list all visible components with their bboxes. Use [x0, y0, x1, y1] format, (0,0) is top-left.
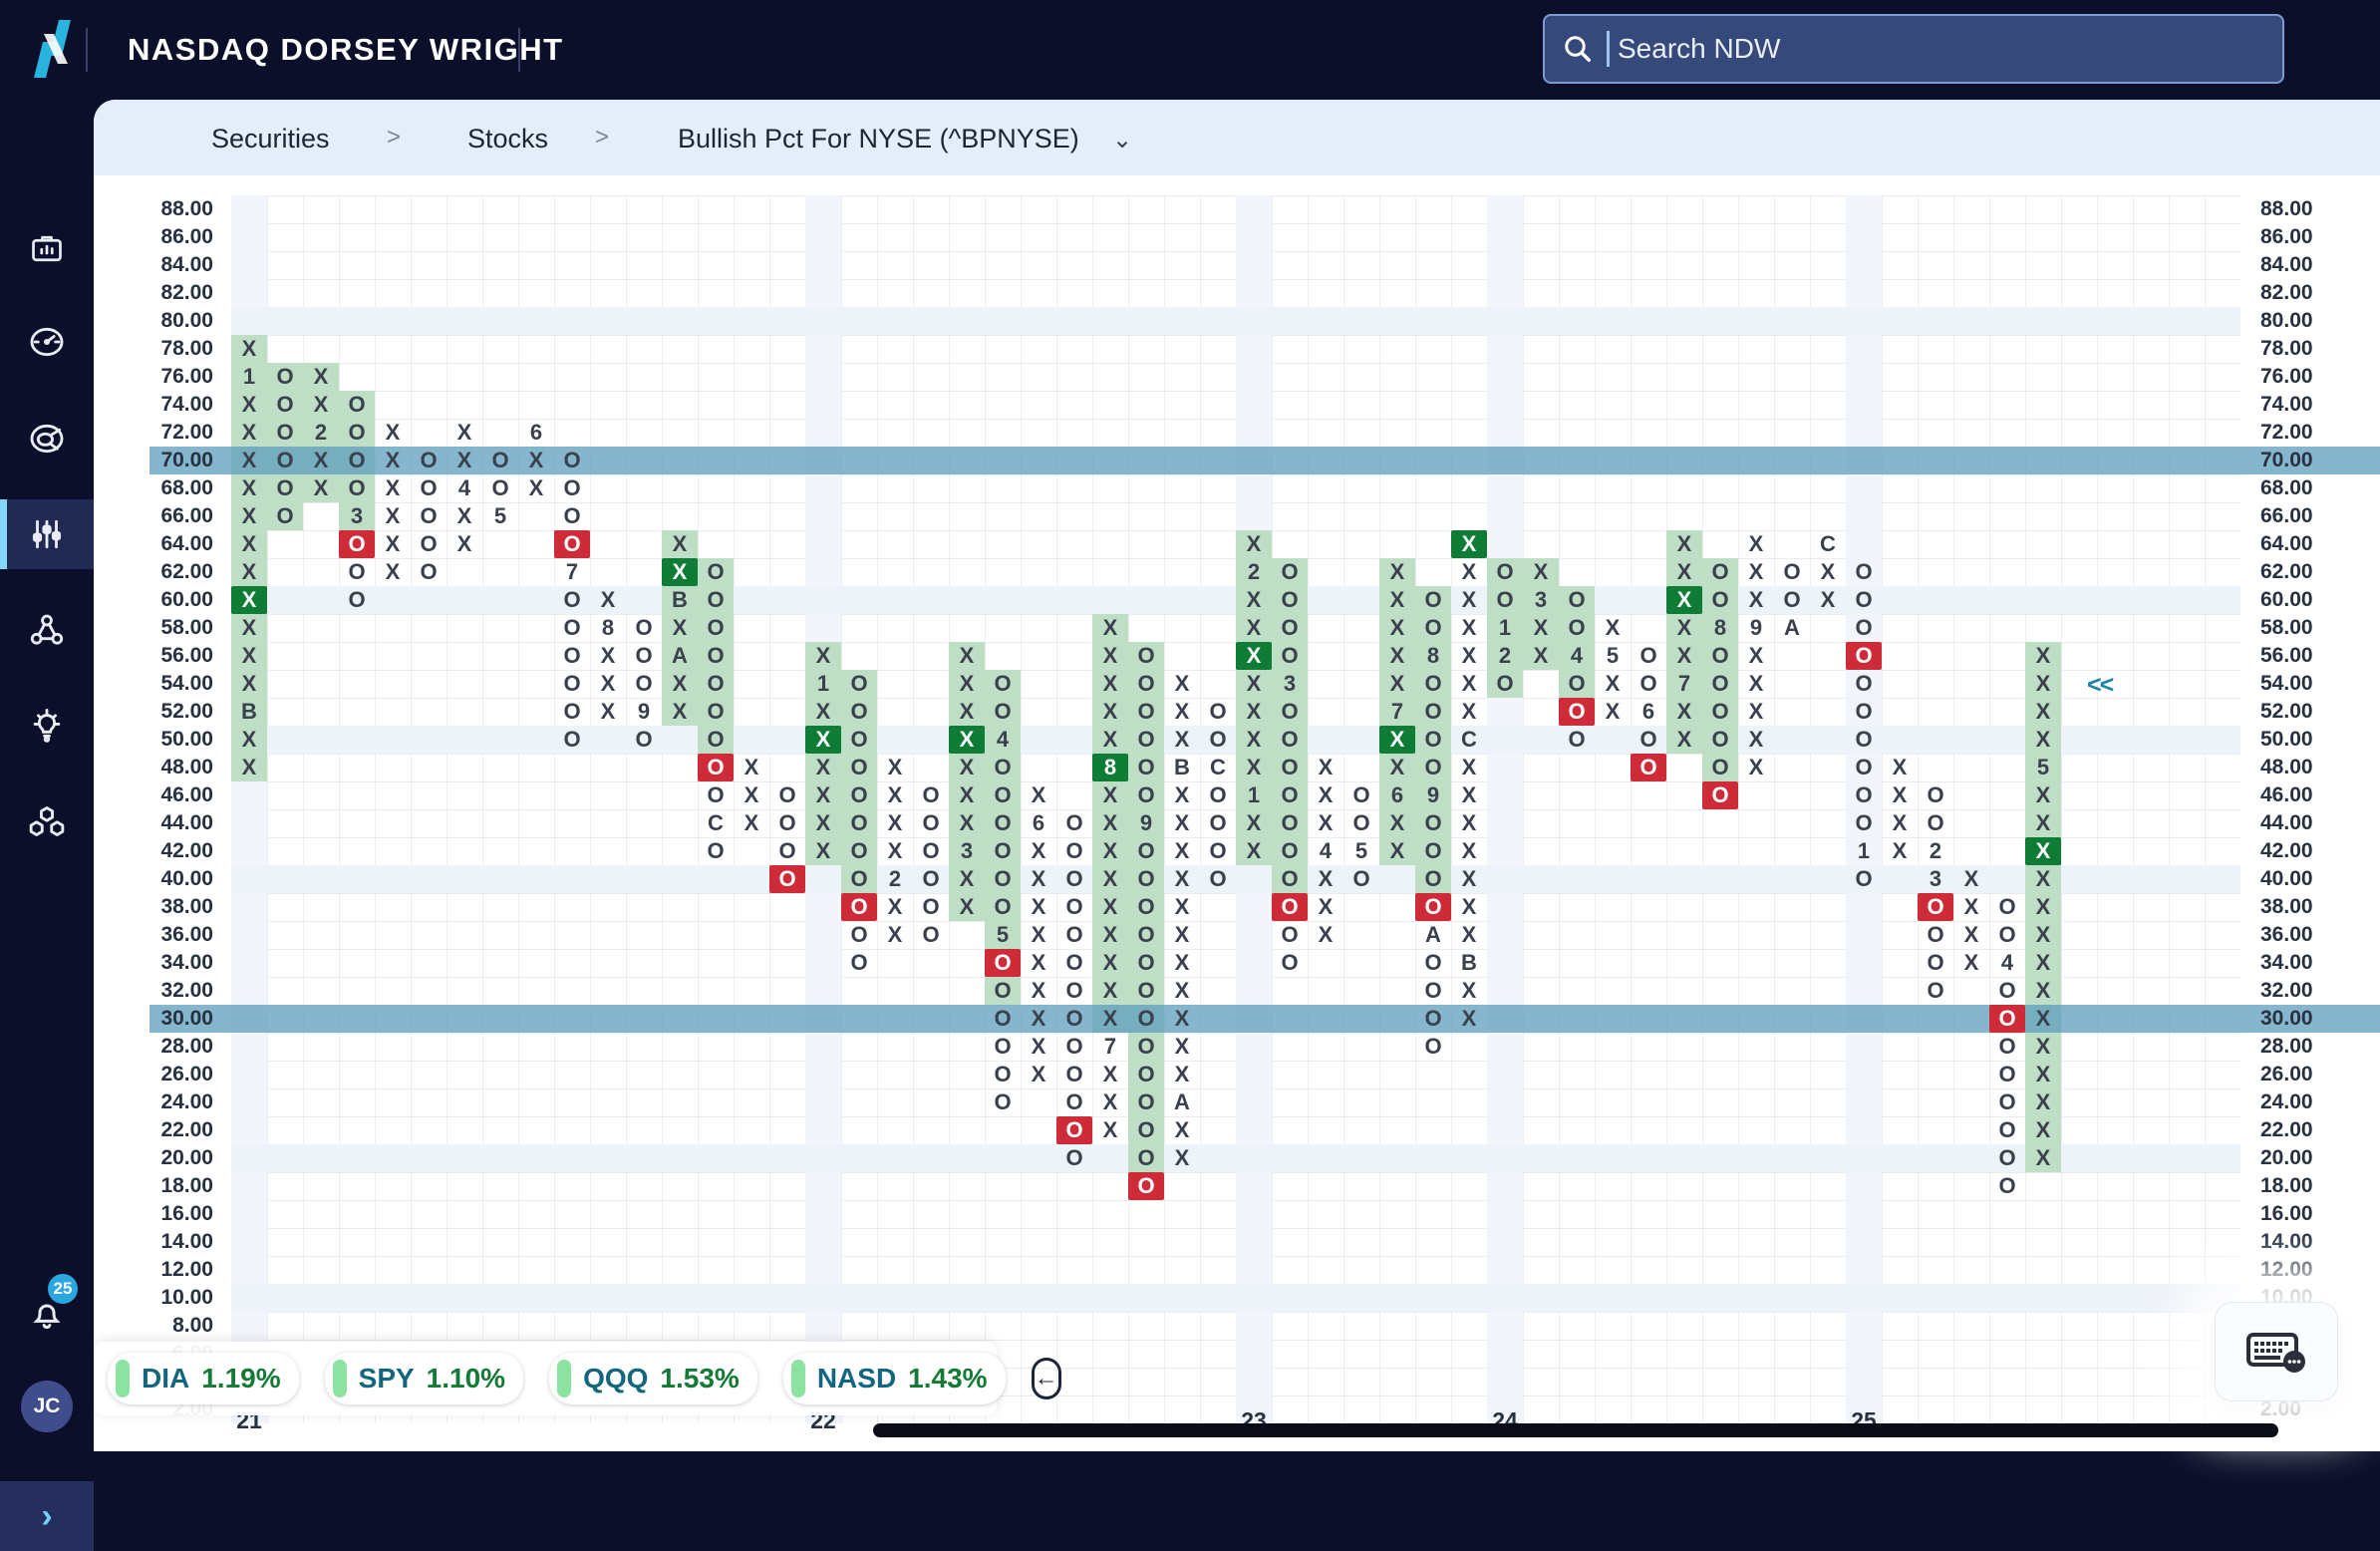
breadcrumb-securities[interactable]: Securities [211, 124, 330, 154]
ticker-up-notch [790, 1360, 805, 1397]
ticker-chip-QQQ[interactable]: QQQ 1.53% [549, 1353, 757, 1404]
header-divider [86, 28, 88, 72]
avatar[interactable]: JC [21, 1381, 73, 1432]
text-cursor [1607, 31, 1610, 67]
header-divider-2 [518, 28, 520, 72]
chevron-right-icon: › [41, 1497, 53, 1535]
ticker-up-notch [557, 1360, 572, 1397]
ticker-change: 1.19% [201, 1363, 281, 1394]
ticker-symbol: NASD [816, 1363, 897, 1394]
arrow-left-icon: ← [1034, 1365, 1058, 1392]
cubes-icon [29, 806, 65, 836]
breadcrumb: Securities > Stocks > Bullish Pct For NY… [94, 100, 2380, 175]
sliders-icon [32, 519, 62, 549]
horizontal-scrollbar[interactable] [873, 1423, 2278, 1437]
ticker-change: 1.43% [908, 1363, 988, 1394]
ticker-change: 1.10% [426, 1363, 506, 1394]
ticker-symbol: SPY [358, 1363, 415, 1394]
search-input[interactable] [1616, 32, 2214, 66]
network-icon [30, 614, 64, 645]
ticker-change: 1.53% [660, 1363, 740, 1394]
ticker-chip-DIA[interactable]: DIA 1.19% [108, 1353, 299, 1404]
sidebar-item-portfolio[interactable] [0, 212, 94, 282]
lightbulb-icon [33, 709, 61, 743]
sidebar-expand-button[interactable]: › [0, 1481, 94, 1551]
breadcrumb-current-symbol[interactable]: Bullish Pct For NYSE (^BPNYSE) [678, 124, 1079, 154]
ticker-chip-NASD[interactable]: NASD 1.43% [782, 1353, 1006, 1404]
portfolio-icon [32, 235, 62, 262]
ticker-symbol: DIA [142, 1363, 190, 1394]
sidebar-item-network[interactable] [0, 595, 94, 665]
symbol-dropdown-caret-icon[interactable]: ⌄ [1112, 127, 1133, 154]
sidebar-item-gauge[interactable] [0, 307, 94, 377]
app-title: NASDAQ DORSEY WRIGHT [128, 32, 564, 67]
gauge-icon [30, 327, 64, 357]
breadcrumb-separator-icon: > [387, 124, 402, 151]
search-box[interactable] [1543, 14, 2284, 84]
ticker-collapse-button[interactable]: ← [1031, 1358, 1061, 1399]
sidebar-item-ideas[interactable] [0, 691, 94, 761]
sidebar-item-models[interactable] [0, 786, 94, 856]
sidebar-nav: 25 JC › [0, 100, 94, 1551]
breadcrumb-separator-icon-2: > [595, 124, 610, 151]
search-icon [1565, 36, 1591, 62]
bell-icon [33, 1304, 61, 1329]
top-header: NASDAQ DORSEY WRIGHT [0, 0, 2380, 100]
ticker-panel: DIA 1.19% SPY 1.10% QQQ 1.53% NASD 1.43% ← [94, 1342, 1061, 1415]
sidebar-item-allocation[interactable] [0, 404, 94, 473]
notifications-button[interactable]: 25 [0, 1274, 94, 1348]
nasdaq-logo-icon[interactable] [30, 20, 82, 78]
notification-badge: 25 [48, 1274, 78, 1304]
ticker-symbol: QQQ [583, 1363, 649, 1394]
sidebar-item-indicators[interactable] [0, 499, 94, 569]
main-content: Securities > Stocks > Bullish Pct For NY… [94, 100, 2380, 1451]
keyboard-icon [2246, 1333, 2305, 1373]
donut-chart-icon [30, 424, 64, 454]
ticker-up-notch [332, 1360, 347, 1397]
breadcrumb-stocks[interactable]: Stocks [467, 124, 549, 154]
ticker-chip-SPY[interactable]: SPY 1.10% [324, 1353, 524, 1404]
keyboard-shortcuts-button[interactable] [2215, 1302, 2338, 1401]
ticker-up-notch [116, 1360, 130, 1397]
